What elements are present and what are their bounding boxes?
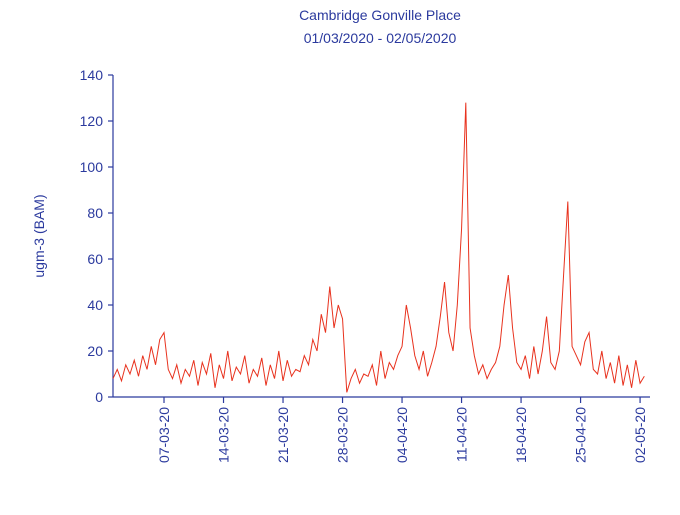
- x-tick-label: 14-03-20: [216, 407, 232, 463]
- y-tick-label: 80: [87, 205, 103, 221]
- y-tick-label: 40: [87, 297, 103, 313]
- x-tick-label: 07-03-20: [156, 407, 172, 463]
- x-tick-label: 28-03-20: [335, 407, 351, 463]
- chart-subtitle: 01/03/2020 - 02/05/2020: [304, 30, 457, 46]
- y-tick-label: 140: [80, 67, 104, 83]
- y-tick-label: 120: [80, 113, 104, 129]
- y-tick-label: 0: [95, 389, 103, 405]
- x-tick-label: 02-05-20: [632, 407, 648, 463]
- data-line: [112, 102, 645, 393]
- y-tick-label: 60: [87, 251, 103, 267]
- y-tick-label: 100: [80, 159, 104, 175]
- y-tick-label: 20: [87, 343, 103, 359]
- x-tick-label: 21-03-20: [275, 407, 291, 463]
- chart-title: Cambridge Gonville Place: [299, 7, 461, 23]
- x-tick-label: 11-04-20: [454, 407, 470, 462]
- y-axis-label: ugm-3 (BAM): [31, 194, 47, 277]
- x-tick-label: 18-04-20: [513, 407, 529, 463]
- x-tick-label: 04-04-20: [394, 407, 410, 463]
- x-tick-label: 25-04-20: [573, 407, 589, 463]
